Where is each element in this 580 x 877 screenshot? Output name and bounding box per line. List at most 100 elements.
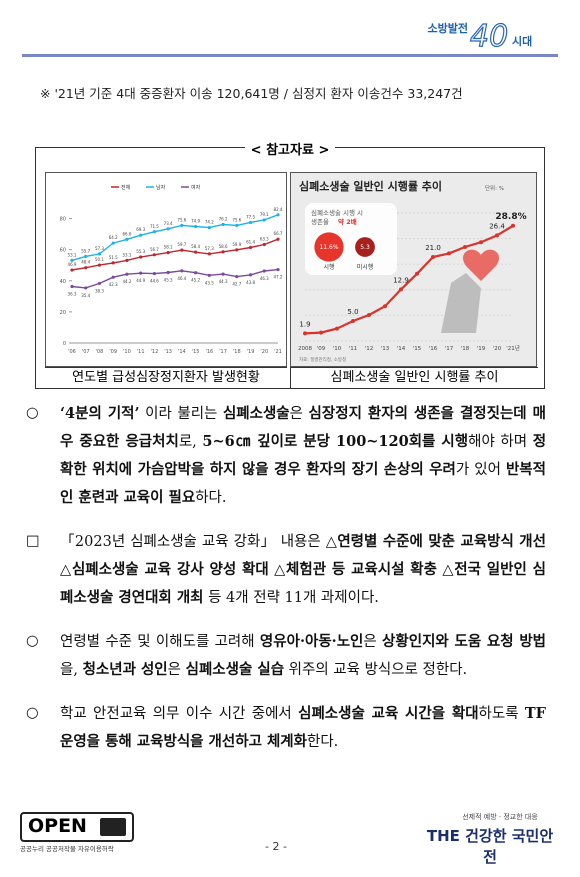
point: [166, 227, 170, 231]
point: [180, 248, 184, 252]
point: [367, 313, 371, 317]
value-label: 64.2: [109, 235, 118, 240]
value-label: 35.4: [81, 293, 90, 298]
value-label: 76.2: [219, 216, 228, 221]
series-line: [71, 268, 279, 289]
point: [415, 271, 419, 276]
point: [319, 330, 323, 335]
header-rule: [22, 54, 558, 57]
value-label: 42.3: [109, 282, 118, 287]
value-label: 44.9: [136, 278, 145, 283]
point: [180, 269, 184, 273]
point: [511, 223, 515, 228]
text-run: 연령별 수준에 맞춘 교육방식 개선: [337, 533, 546, 550]
bubble-name: 시행: [323, 263, 334, 271]
x-tick-label: '09: [317, 346, 326, 352]
point: [262, 269, 266, 273]
value-label: 57.3: [95, 246, 104, 251]
open-text: OPEN: [28, 815, 87, 837]
text-run: 하다.: [195, 490, 227, 506]
slogan-small: 선제적 예방 · 정교한 대응: [462, 813, 538, 821]
value-label: 75.6: [232, 217, 241, 222]
text-run: 정확한 위치에 가슴압박을 하지 않을 경우 환자의 장기 손상의 우려: [60, 433, 547, 478]
x-tick-label: '12: [365, 346, 374, 352]
value-label: 59.7: [177, 242, 186, 247]
chart: 0 20 40 60 80 '06 '07 '08 '09 '10 '11 '12 '13 '14 '15 '…: [45, 172, 287, 367]
point: [111, 275, 115, 279]
bubble: [355, 237, 375, 257]
text-run: 청소년과 성인: [82, 661, 168, 678]
text-run: 로,: [178, 434, 203, 450]
text-run: △: [268, 562, 287, 578]
value-label: 44.2: [122, 279, 131, 284]
value-label: 58.1: [164, 245, 173, 250]
x-tick-label: '13: [381, 346, 390, 352]
legend-label: 남자: [156, 184, 166, 191]
point: [351, 319, 355, 323]
point: [194, 250, 198, 254]
point: [276, 267, 280, 272]
point: [262, 242, 266, 247]
value-label: 82.4: [274, 207, 283, 212]
text-run: 은: [289, 406, 309, 422]
value-label: 77.5: [246, 214, 255, 219]
text-run: △: [60, 562, 72, 578]
value-label: 44.3: [219, 279, 228, 284]
text-run: 반복적인 훈련과 교육이 필요: [60, 461, 546, 506]
paragraph: ○ 연령별 수준 및 이해도를 고려해 영유아·아동·노인은 상황인지와 도움 요…: [22, 628, 546, 684]
text-run: 등 4개 전략 11개 과제이다.: [203, 590, 379, 606]
value-label: 69.3: [136, 227, 145, 232]
x-tick-label: '21: [274, 349, 282, 355]
bubble-label: 11.6%: [319, 244, 338, 251]
inset-text: 생존율: [311, 217, 329, 226]
point: [84, 266, 88, 270]
value-label: 71.5: [150, 224, 159, 229]
point: [276, 213, 280, 217]
point: [111, 261, 115, 265]
text-run: 심폐소생술 실습: [185, 661, 285, 678]
caption: 심폐소생술 일반인 시행률 추이: [290, 367, 538, 388]
x-tick-label: '16: [205, 349, 213, 355]
text-run: TF 운영을 통해 교육방식을 개선하고 체계화: [60, 705, 546, 750]
value-label: 79.1: [260, 212, 269, 217]
point: [97, 281, 102, 286]
point: [70, 258, 74, 262]
point: [495, 233, 499, 238]
value-label: 55.7: [81, 248, 90, 253]
value-label: 43.8: [246, 280, 255, 285]
point: [276, 237, 280, 241]
source: 자료: 질병관리청, 소방청: [299, 356, 346, 363]
y-tick-label: 60: [60, 248, 66, 254]
point: [152, 272, 156, 276]
caption: 연도별 급성심장정지환자 발생현황: [45, 367, 287, 388]
value-label: 53.1: [68, 252, 77, 257]
point: [139, 233, 143, 237]
point: [335, 326, 339, 331]
point: [248, 220, 253, 225]
text-run: 심폐소생술: [222, 405, 290, 422]
x-tick-label: '09: [109, 349, 117, 355]
point: [97, 252, 102, 256]
paragraph: □ 「2023년 심폐소생술 교육 강화」 내용은 △연령별 수준에 맞춘 교육방…: [22, 528, 546, 612]
value-label: 58.6: [219, 244, 228, 249]
text-run: 체험관 등 교육시설 확충: [286, 561, 437, 578]
text-run: 영유아·아동·노인: [259, 633, 364, 650]
value-label: 46.3: [260, 276, 269, 281]
value-label: 59.9: [232, 242, 241, 247]
x-tick-label: '14: [178, 349, 186, 355]
text-run: 이라 불리는: [139, 406, 223, 422]
heading-text: < 참고자료 >: [244, 143, 336, 158]
point: [152, 230, 156, 234]
value-label: 47.2: [274, 275, 283, 280]
bubble-label: 5.3: [360, 244, 370, 251]
point: [221, 222, 225, 227]
reference-box: < 참고자료 > 0 20 40 60 80 '06 '07 '08 '09 '10 '11 '12 '…: [35, 143, 545, 389]
paragraph: ○ ‘4분의 기적’ 이라 불리는 심폐소생술은 심장정지 환자의 생존을 결정짓…: [22, 400, 546, 512]
x-tick-label: '20: [260, 349, 268, 355]
footer: OPEN 공공누리 공공저작물 자유이용허락 - 2 - 선제적 예방 · 정교…: [20, 810, 560, 866]
x-tick-label: '07: [82, 349, 90, 355]
x-tick-label: '17: [219, 349, 227, 355]
x-tick-label: '06: [68, 349, 76, 355]
logo-text: 소방발전: [428, 21, 468, 35]
value-label: 56.7: [150, 247, 159, 252]
